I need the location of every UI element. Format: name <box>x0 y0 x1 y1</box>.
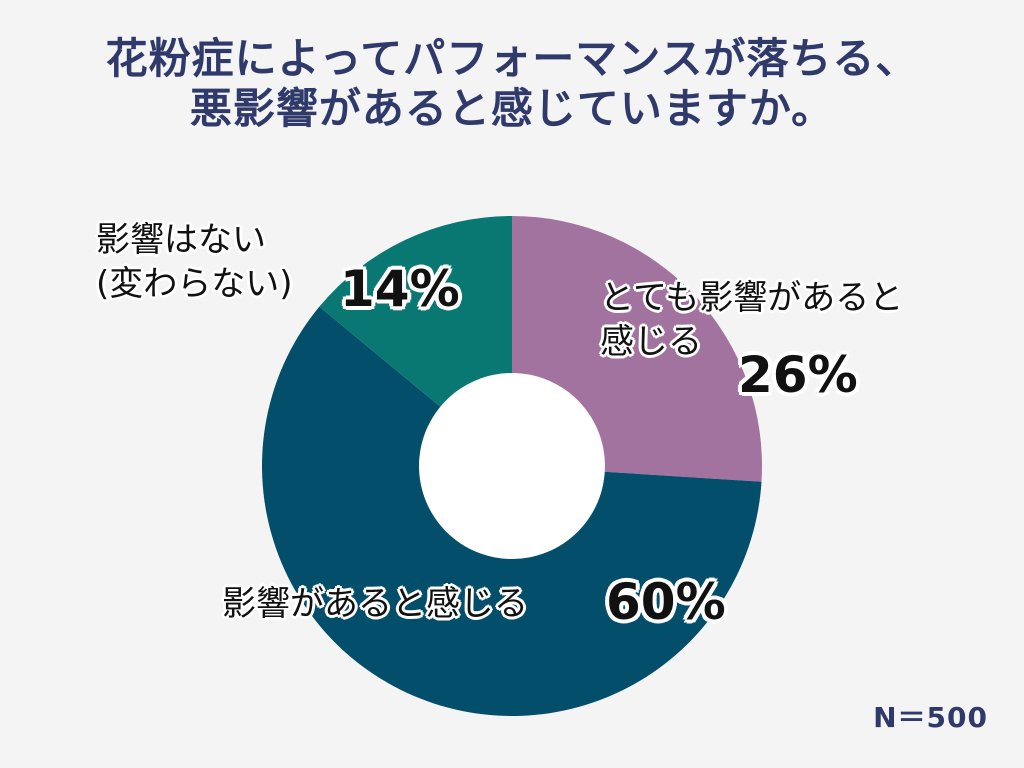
slice-strongly-affected-percent: 26% <box>738 346 858 404</box>
slice-strongly-affected-label-line2: 感じる <box>600 322 702 362</box>
chart-title-line1: 花粉症によってパフォーマンスが落ちる、 <box>105 34 919 83</box>
slice-not-affected-label-line1: 影響はない <box>96 220 266 260</box>
chart-title-line2: 悪影響があると感じていますか。 <box>189 84 835 133</box>
slice-strongly-affected-label-line1: とても影響があると <box>600 278 904 318</box>
sample-size-label: N＝500 <box>873 701 988 734</box>
slice-not-affected-percent: 14% <box>340 260 460 318</box>
slice-affected-percent: 60% <box>606 573 726 631</box>
slice-affected-label: 影響があると感じる <box>222 584 528 624</box>
chart-title: 花粉症によってパフォーマンスが落ちる、 悪影響があると感じていますか。 <box>0 34 1024 134</box>
slice-not-affected-label: 影響はない (変わらない) <box>96 218 293 306</box>
slice-strongly-affected-label: とても影響があると 感じる <box>600 276 903 364</box>
donut-hole <box>419 373 605 559</box>
slice-not-affected-label-line2: (変わらない) <box>96 264 293 304</box>
